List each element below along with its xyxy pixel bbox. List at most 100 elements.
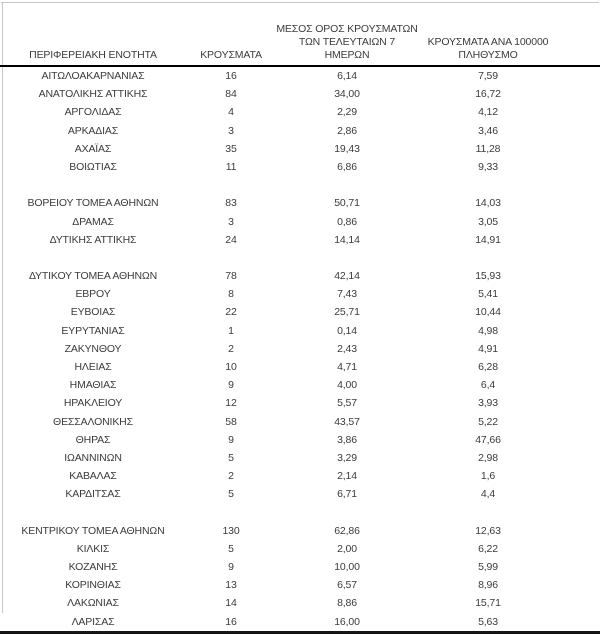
table-row: ΙΩΑΝΝΙΝΩΝ 5 3,29 2,98 xyxy=(0,449,600,467)
cell-avg7: 0,86 xyxy=(337,215,357,228)
table-row: ΘΕΣΣΑΛΟΝΙΚΗΣ 58 43,57 5,22 xyxy=(0,413,600,431)
cell-avg7: 16,00 xyxy=(334,615,360,628)
cell-cases: 9 xyxy=(228,379,234,392)
spacer-row xyxy=(0,504,600,522)
cell-avg7: 6,57 xyxy=(337,579,357,592)
cell-avg7: 7,43 xyxy=(337,288,357,301)
cell-cases: 12 xyxy=(225,397,237,410)
cell-region: ΕΒΡΟΥ xyxy=(75,288,111,301)
cell-region: ΗΡΑΚΛΕΙΟΥ xyxy=(63,397,123,410)
column-header-avg7: ΜΕΣΟΣ ΟΡΟΣ ΚΡΟΥΣΜΑΤΩΝ ΤΩΝ ΤΕΛΕΥΤΑΙΩΝ 7 Η… xyxy=(276,23,418,61)
table-row: ΚΕΝΤΡΙΚΟΥ ΤΟΜΕΑ ΑΘΗΝΩΝ 130 62,86 12,63 xyxy=(0,522,600,540)
cell-per100k: 1,6 xyxy=(480,470,496,483)
cell-per100k: 3,05 xyxy=(478,215,498,228)
table-row: ΑΝΑΤΟΛΙΚΗΣ ΑΤΤΙΚΗΣ 84 34,00 16,72 xyxy=(0,85,600,103)
spacer-row xyxy=(0,176,600,194)
table-row: ΕΥΒΟΙΑΣ 22 25,71 10,44 xyxy=(0,303,600,321)
cell-per100k: 5,99 xyxy=(478,561,498,574)
table-row: ΗΛΕΙΑΣ 10 4,71 6,28 xyxy=(0,358,600,376)
table-row: ΗΡΑΚΛΕΙΟΥ 12 5,57 3,93 xyxy=(0,394,600,412)
cell-per100k: 8,96 xyxy=(478,579,498,592)
cell-avg7: 0,14 xyxy=(337,324,357,337)
cell-avg7: 5,57 xyxy=(337,397,357,410)
cell-region: ΗΜΑΘΙΑΣ xyxy=(69,379,117,392)
left-frame-line xyxy=(2,2,3,613)
cell-region: ΕΥΡΥΤΑΝΙΑΣ xyxy=(61,324,125,337)
cell-per100k: 4,98 xyxy=(478,324,498,337)
table-row: ΔΡΑΜΑΣ 3 0,86 3,05 xyxy=(0,213,600,231)
table-row: ΘΗΡΑΣ 9 3,86 47,66 xyxy=(0,431,600,449)
cell-region: ΘΗΡΑΣ xyxy=(75,433,111,446)
cell-per100k: 12,63 xyxy=(475,524,501,537)
table-row: ΚΟΖΑΝΗΣ 9 10,00 5,99 xyxy=(0,558,600,576)
cell-avg7: 2,43 xyxy=(337,342,357,355)
bottom-rule xyxy=(0,631,600,634)
cell-cases: 5 xyxy=(228,451,234,464)
spacer-row xyxy=(0,249,600,267)
cell-per100k: 4,4 xyxy=(480,488,496,501)
cell-region: ΑΧΑΪΑΣ xyxy=(74,142,112,155)
cell-per100k: 5,63 xyxy=(478,615,498,628)
cell-cases: 58 xyxy=(225,415,237,428)
table-row: ΕΒΡΟΥ 8 7,43 5,41 xyxy=(0,285,600,303)
cell-per100k: 6,4 xyxy=(480,379,496,392)
table-row: ΚΑΒΑΛΑΣ 2 2,14 1,6 xyxy=(0,467,600,485)
cell-avg7: 42,14 xyxy=(334,270,360,283)
cell-avg7: 2,14 xyxy=(337,470,357,483)
cell-avg7: 6,86 xyxy=(337,160,357,173)
cell-avg7: 43,57 xyxy=(334,415,360,428)
cell-per100k: 6,22 xyxy=(478,542,498,555)
cell-cases: 8 xyxy=(228,288,234,301)
table-row: ΑΧΑΪΑΣ 35 19,43 11,28 xyxy=(0,140,600,158)
table-row: ΔΥΤΙΚΗΣ ΑΤΤΙΚΗΣ 24 14,14 14,91 xyxy=(0,231,600,249)
cell-region: ΚΕΝΤΡΙΚΟΥ ΤΟΜΕΑ ΑΘΗΝΩΝ xyxy=(21,524,165,537)
table-row: ΔΥΤΙΚΟΥ ΤΟΜΕΑ ΑΘΗΝΩΝ 78 42,14 15,93 xyxy=(0,267,600,285)
cell-avg7: 3,29 xyxy=(337,451,357,464)
cell-region: ΔΥΤΙΚΗΣ ΑΤΤΙΚΗΣ xyxy=(49,233,137,246)
cell-cases: 4 xyxy=(228,106,234,119)
cell-cases: 1 xyxy=(228,324,234,337)
cell-region: ΑΡΓΟΛΙΔΑΣ xyxy=(64,106,122,119)
cell-avg7: 6,14 xyxy=(337,70,357,82)
cell-avg7: 34,00 xyxy=(334,88,360,101)
cell-avg7: 2,29 xyxy=(337,106,357,119)
cell-region: ΒΟΙΩΤΙΑΣ xyxy=(69,160,117,173)
table-row: ΑΙΤΩΛΟΑΚΑΡΝΑΝΙΑΣ 16 6,14 7,59 xyxy=(0,67,600,85)
cell-cases: 3 xyxy=(228,124,234,137)
cell-region: ΚΙΛΚΙΣ xyxy=(76,542,110,555)
table-row: ΛΑΡΙΣΑΣ 16 16,00 5,63 xyxy=(0,613,600,631)
cell-per100k: 11,28 xyxy=(475,142,501,155)
cell-avg7: 6,71 xyxy=(337,488,357,501)
cell-per100k: 3,46 xyxy=(478,124,498,137)
cell-region: ΚΟΖΑΝΗΣ xyxy=(68,561,118,574)
cell-cases: 130 xyxy=(222,524,240,537)
cell-avg7: 2,86 xyxy=(337,124,357,137)
cell-avg7: 4,71 xyxy=(337,361,357,373)
cell-region: ΚΑΡΔΙΤΣΑΣ xyxy=(65,488,121,501)
cell-cases: 84 xyxy=(225,88,237,101)
cell-region: ΚΟΡΙΝΘΙΑΣ xyxy=(65,579,121,592)
cell-cases: 24 xyxy=(225,233,237,246)
cell-region: ΘΕΣΣΑΛΟΝΙΚΗΣ xyxy=(53,415,133,428)
table-row: ΚΑΡΔΙΤΣΑΣ 5 6,71 4,4 xyxy=(0,485,600,503)
table-header-row: ΠΕΡΙΦΕΡΕΙΑΚΗ ΕΝΟΤΗΤΑ ΚΡΟΥΣΜΑΤΑ ΜΕΣΟΣ ΟΡΟ… xyxy=(0,0,600,65)
table-row: ΒΟΙΩΤΙΑΣ 11 6,86 9,33 xyxy=(0,158,600,176)
cell-region: ΛΑΡΙΣΑΣ xyxy=(71,615,115,628)
cell-per100k: 4,91 xyxy=(478,342,498,355)
table-row: ΚΙΛΚΙΣ 5 2,00 6,22 xyxy=(0,540,600,558)
table-row: ΖΑΚΥΝΘΟΥ 2 2,43 4,91 xyxy=(0,340,600,358)
cell-cases: 16 xyxy=(225,70,237,82)
table-row: ΚΟΡΙΝΘΙΑΣ 13 6,57 8,96 xyxy=(0,576,600,594)
cell-region: ΗΛΕΙΑΣ xyxy=(74,361,112,373)
column-header-per100k: ΚΡΟΥΣΜΑΤΑ ΑΝΑ 100000 ΠΛΗΘΥΣΜΟ xyxy=(427,36,549,61)
cell-avg7: 4,00 xyxy=(337,379,357,392)
cell-region: ΑΙΤΩΛΟΑΚΑΡΝΑΝΙΑΣ xyxy=(41,70,145,82)
cell-avg7: 8,86 xyxy=(337,597,357,610)
cell-per100k: 3,93 xyxy=(478,397,498,410)
cell-region: ΕΥΒΟΙΑΣ xyxy=(70,306,116,319)
cell-cases: 78 xyxy=(225,270,237,283)
cell-region: ΙΩΑΝΝΙΝΩΝ xyxy=(64,451,122,464)
cell-avg7: 3,86 xyxy=(337,433,357,446)
table-row: ΛΑΚΩΝΙΑΣ 14 8,86 15,71 xyxy=(0,594,600,612)
cell-cases: 9 xyxy=(228,561,234,574)
